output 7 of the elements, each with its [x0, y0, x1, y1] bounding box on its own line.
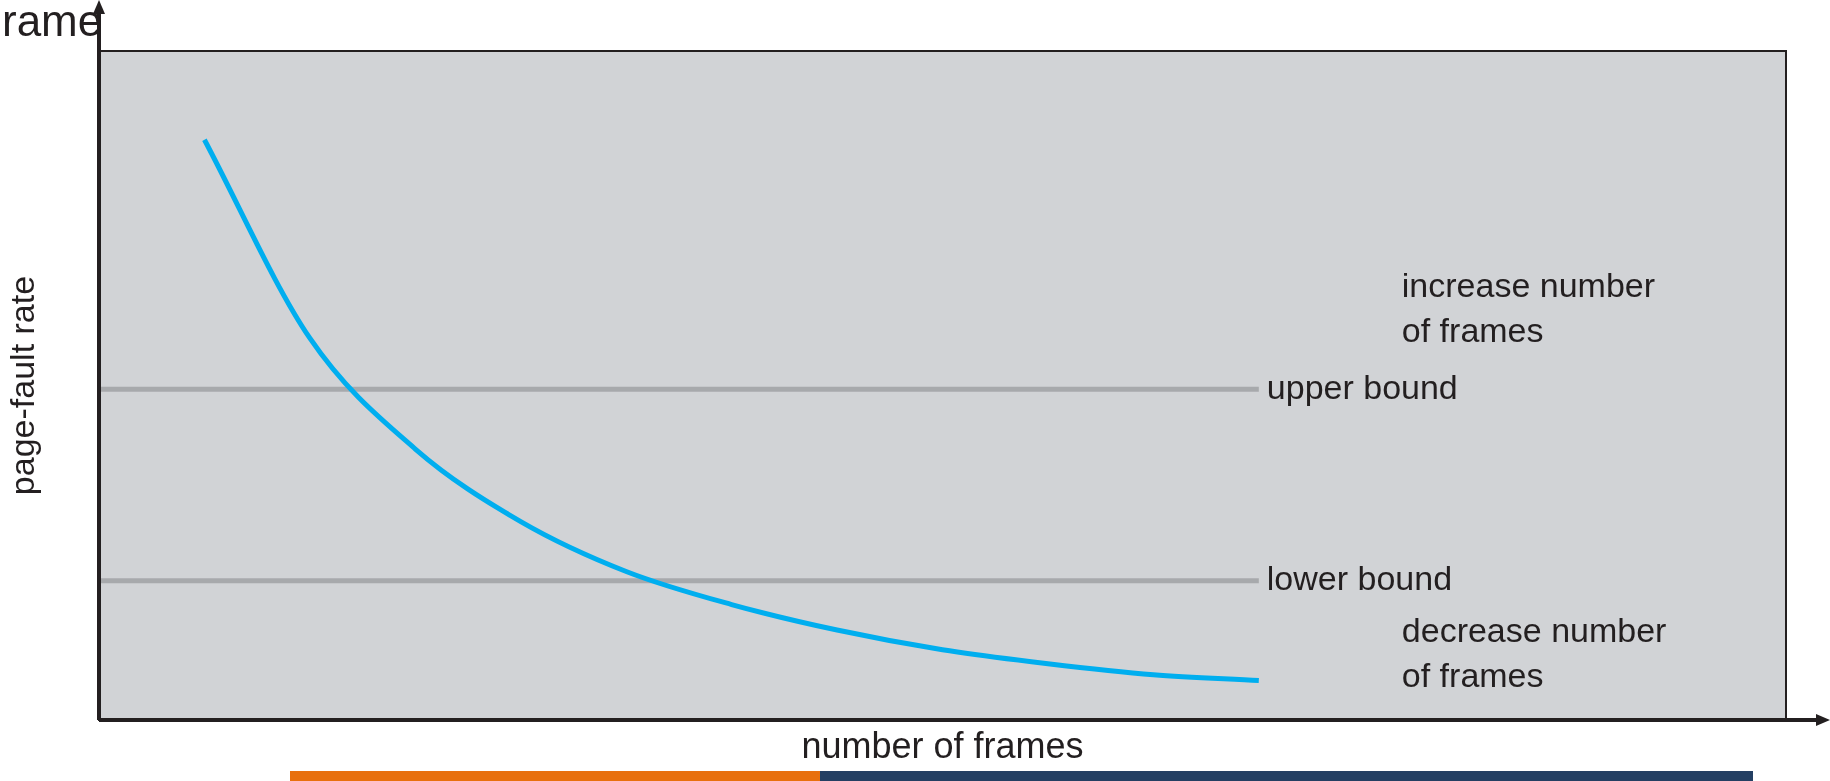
ref-line-label: lower bound [1266, 559, 1453, 598]
ref-line-label: upper bound [1266, 367, 1458, 406]
annotation: decrease number of frames [1401, 611, 1667, 695]
y-axis-title: page-fault rate [2, 275, 41, 496]
x-axis-title: number of frames [801, 725, 1084, 767]
annotation: increase number of frames [1401, 265, 1656, 349]
chart-title: rame [2, 0, 103, 46]
